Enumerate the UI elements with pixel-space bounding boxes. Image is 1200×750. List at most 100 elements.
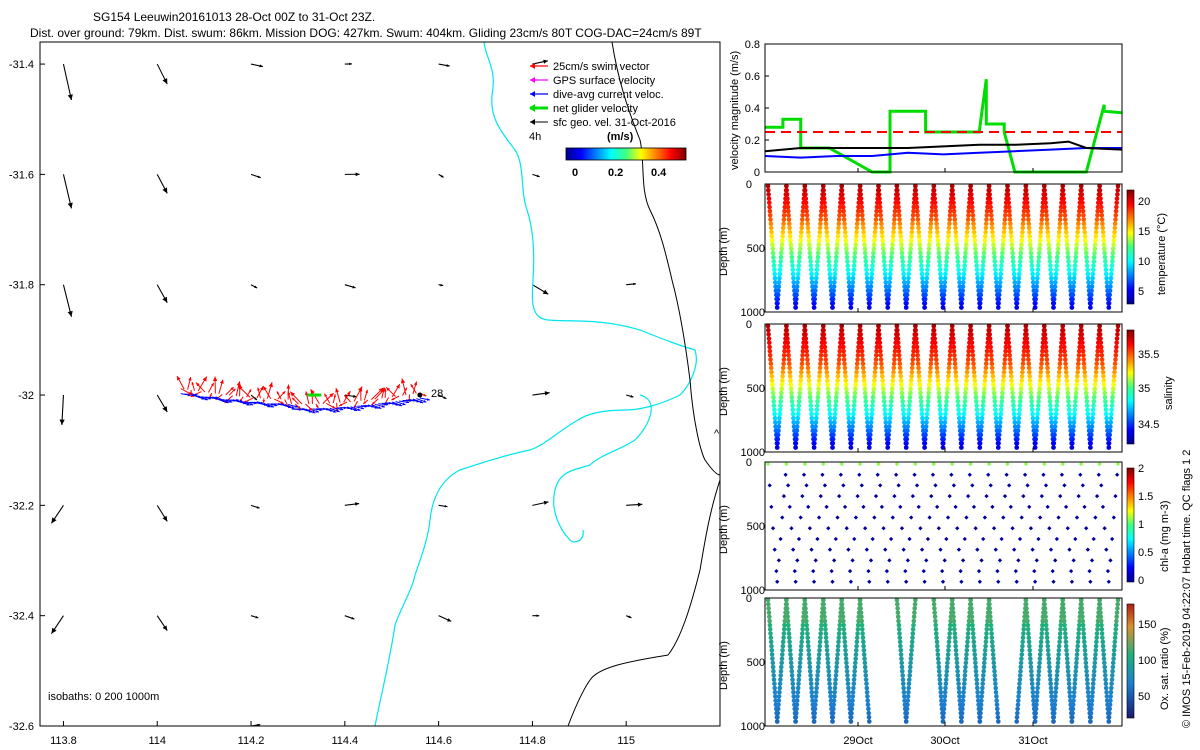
profile-sample-point	[977, 445, 983, 450]
profile-sample-point	[1082, 369, 1087, 375]
profile-sample-point	[1027, 648, 1032, 653]
profile-sample-point	[797, 664, 803, 670]
profile-sample-point	[1076, 353, 1082, 358]
start-point	[417, 392, 423, 398]
geo-velocity-arrow-head	[637, 502, 643, 507]
profile-sample-point	[798, 378, 803, 383]
profile-sample-point	[1020, 635, 1026, 640]
chla-sample-point	[1062, 483, 1067, 488]
profile-sample-point	[869, 271, 875, 277]
profile-sample-point	[961, 685, 967, 691]
chla-sample-point	[993, 547, 998, 552]
profile-sample-point	[946, 365, 952, 371]
profile-sample-point	[981, 399, 986, 404]
profile-sample-point	[1042, 323, 1047, 329]
profile-sample-point	[1023, 597, 1029, 603]
profile-sample-point	[787, 635, 792, 640]
profile-sample-point	[1023, 327, 1029, 333]
profile-sample-point	[793, 715, 799, 720]
profile-sample-point	[959, 441, 964, 446]
chla-sample-point	[832, 558, 837, 563]
profile-sample-point	[789, 250, 794, 256]
profile-sample-point	[789, 254, 795, 260]
profile-sample-point	[946, 225, 952, 231]
profile-sample-point	[823, 627, 828, 632]
swim-vector-head	[209, 394, 213, 398]
chla-ctick-4: 0	[1138, 575, 1144, 587]
profile-sample-point	[1067, 420, 1073, 425]
profile-sample-point	[788, 238, 793, 243]
profile-sample-point	[995, 706, 1000, 712]
profile-sample-point	[1056, 369, 1062, 375]
profile-sample-point	[928, 229, 933, 235]
profile-sample-point	[899, 660, 904, 666]
map-legend: 25cm/s swim vector GPS surface velocity …	[529, 61, 687, 179]
profile-sample-point	[998, 267, 1004, 273]
swim-vector-head	[212, 376, 218, 382]
profile-sample-point	[1074, 242, 1079, 247]
profile-sample-point	[942, 275, 948, 281]
profile-sample-point	[956, 411, 962, 417]
profile-sample-point	[1053, 275, 1058, 281]
profile-sample-point	[841, 217, 847, 222]
profile-sample-point	[922, 301, 928, 306]
profile-sample-point	[934, 361, 939, 367]
profile-sample-point	[834, 664, 839, 670]
profile-sample-point	[993, 411, 998, 417]
profile-sample-point	[1098, 614, 1104, 620]
profile-sample-point	[909, 365, 915, 371]
profile-sample-point	[871, 382, 877, 388]
profile-sample-point	[991, 246, 997, 252]
profile-sample-point	[910, 361, 915, 367]
profile-sample-point	[898, 374, 904, 379]
geo-velocity-arrow-head	[162, 625, 168, 631]
profile-sample-point	[794, 296, 799, 302]
profile-sample-point	[1017, 403, 1023, 408]
profile-sample-point	[1108, 689, 1114, 695]
profile-sample-point	[998, 415, 1003, 421]
profile-sample-point	[968, 187, 974, 193]
profile-sample-point	[782, 348, 787, 354]
profile-sample-point	[814, 411, 819, 417]
profile-sample-point	[824, 374, 830, 379]
profile-sample-point	[776, 284, 782, 289]
profile-sample-point	[896, 348, 902, 354]
profile-sample-point	[1008, 361, 1013, 367]
profile-sample-point	[818, 353, 824, 358]
profile-sample-point	[910, 217, 916, 222]
profile-sample-point	[1060, 187, 1066, 193]
profile-sample-point	[922, 441, 928, 446]
profile-sample-point	[979, 689, 985, 695]
profile-sample-point	[955, 254, 960, 260]
profile-sample-point	[1080, 344, 1085, 350]
profile-sample-point	[1073, 668, 1079, 674]
profile-sample-point	[894, 323, 900, 329]
profile-sample-point	[1008, 229, 1014, 235]
profile-sample-point	[797, 254, 802, 260]
profile-sample-point	[805, 217, 810, 222]
profile-sample-point	[803, 340, 809, 346]
profile-sample-point	[1115, 332, 1120, 337]
profile-sample-point	[922, 305, 927, 310]
profile-sample-point	[992, 394, 997, 400]
profile-sample-point	[918, 259, 924, 264]
profile-sample-point	[815, 668, 821, 674]
profile-sample-point	[880, 242, 886, 247]
swim-vector-head	[290, 391, 296, 397]
profile-sample-point	[789, 259, 795, 264]
profile-sample-point	[886, 428, 892, 434]
profile-sample-point	[866, 710, 871, 716]
profile-sample-point	[1097, 601, 1103, 607]
profile-panels: 0 500 1000 Depth (m) 20 15 10 5 temperat…	[718, 179, 1175, 733]
profile-sample-point	[989, 213, 994, 218]
time-label-30oct: 30Oct	[930, 735, 959, 747]
profile-sample-point	[784, 192, 790, 197]
profile-sample-point	[1078, 323, 1084, 329]
profile-sample-point	[1028, 382, 1033, 388]
profile-sample-point	[944, 673, 949, 678]
profile-sample-point	[901, 681, 906, 687]
profile-sample-point	[791, 280, 796, 285]
profile-sample-point	[1028, 664, 1034, 670]
profile-sample-point	[962, 668, 968, 674]
profile-sample-point	[833, 677, 838, 682]
